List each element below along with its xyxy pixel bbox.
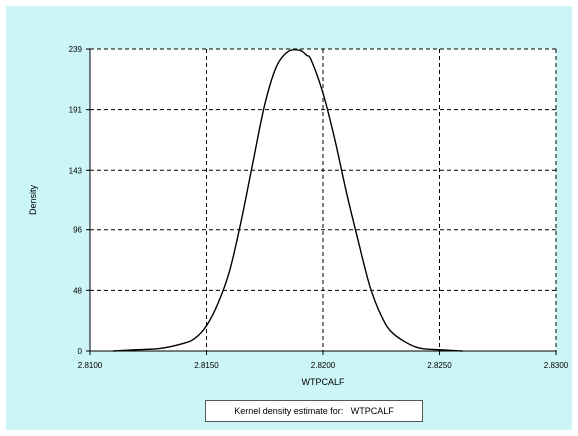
x-tick-label: 2.8100 <box>78 361 103 370</box>
legend-prefix: Kernel density estimate for: <box>234 406 344 416</box>
y-tick-label: 143 <box>69 166 83 175</box>
x-tick-label: 2.8200 <box>311 361 336 370</box>
x-tick-label: 2.8250 <box>427 361 452 370</box>
legend-box: Kernel density estimate for: WTPCALF <box>205 400 423 422</box>
grid-lines <box>90 48 557 351</box>
y-axis-label: Density <box>28 184 38 215</box>
density-chart: 2.8100 2.8150 2.8200 2.8250 2.8300 0 48 96 143 1… <box>28 45 569 387</box>
chart-panel: 2.8100 2.8150 2.8200 2.8250 2.8300 0 48 96 143 1… <box>6 6 572 430</box>
axes <box>86 48 557 355</box>
x-axis-label: WTPCALF <box>301 377 345 387</box>
y-tick-label: 0 <box>78 347 83 356</box>
legend-series-name: WTPCALF <box>350 406 394 416</box>
y-tick-label: 48 <box>73 286 82 295</box>
y-tick-label: 239 <box>69 45 83 54</box>
y-tick-label: 96 <box>73 226 82 235</box>
x-tick-labels: 2.8100 2.8150 2.8200 2.8250 2.8300 <box>78 361 569 370</box>
x-tick-label: 2.8300 <box>544 361 569 370</box>
y-tick-label: 191 <box>69 106 83 115</box>
density-curve <box>113 49 463 352</box>
y-tick-labels: 0 48 96 143 191 239 <box>69 45 83 356</box>
x-tick-label: 2.8150 <box>194 361 219 370</box>
